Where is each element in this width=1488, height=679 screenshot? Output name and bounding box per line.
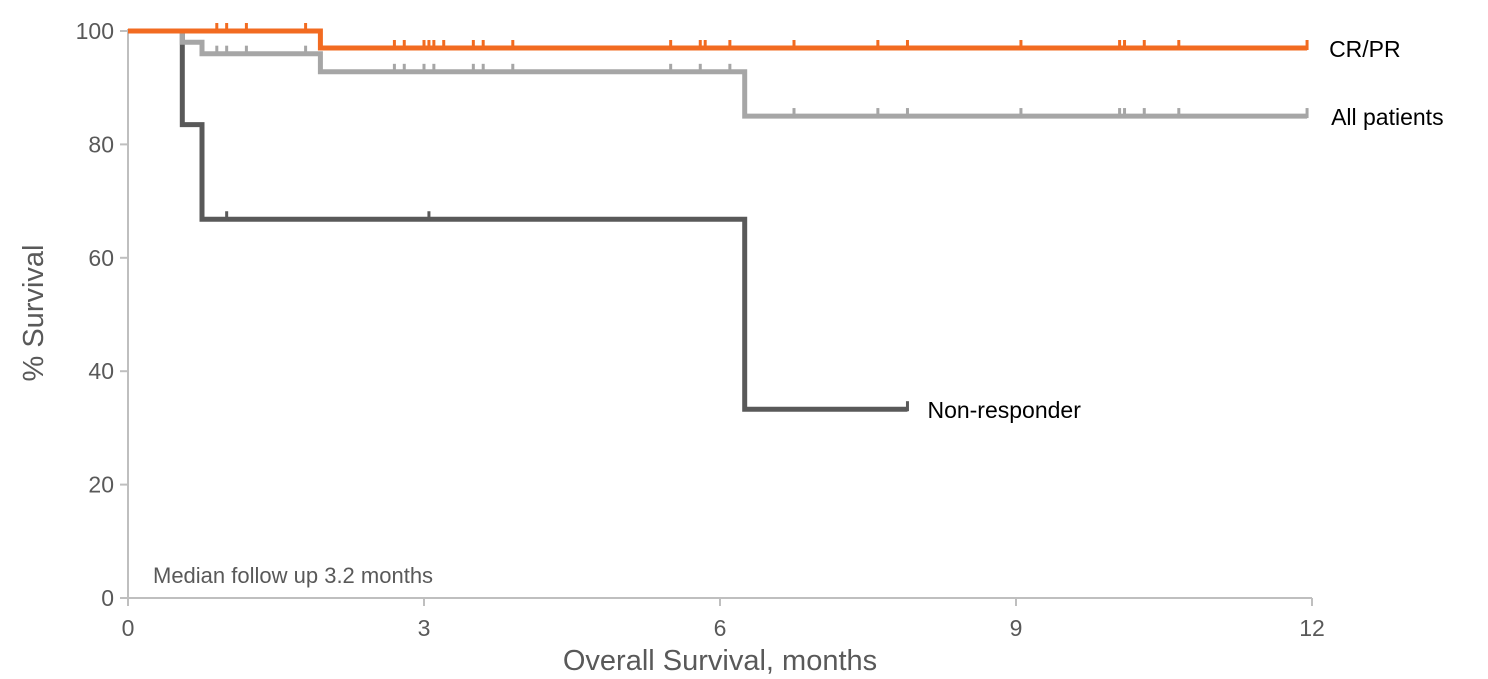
series-label-non-responder: Non-responder xyxy=(927,397,1081,423)
series-line-all-patients xyxy=(128,28,1308,119)
x-tick-label: 6 xyxy=(714,615,727,641)
x-tick-label: 3 xyxy=(418,615,431,641)
series-labels: Non-responder All patients CR/PR xyxy=(927,36,1443,423)
y-ticks: 0 20 40 60 80 100 xyxy=(76,18,128,611)
series-line-non-responder xyxy=(128,28,908,412)
series-layer xyxy=(128,23,1309,412)
y-tick-label: 60 xyxy=(88,245,114,271)
y-tick-label: 40 xyxy=(88,358,114,384)
median-follow-up-note: Median follow up 3.2 months xyxy=(153,563,433,588)
x-tick-label: 12 xyxy=(1299,615,1325,641)
series-cr-pr xyxy=(128,23,1309,51)
x-axis-title: Overall Survival, months xyxy=(563,645,877,677)
y-tick-label: 100 xyxy=(76,18,114,44)
x-ticks: 0 3 6 9 12 xyxy=(122,598,1325,641)
y-tick-label: 0 xyxy=(101,585,114,611)
series-label-cr-pr: CR/PR xyxy=(1329,36,1401,62)
series-line-cr-pr xyxy=(128,28,1308,51)
series-all-patients xyxy=(128,28,1309,119)
x-tick-label: 9 xyxy=(1010,615,1023,641)
y-tick-label: 80 xyxy=(88,131,114,157)
y-tick-label: 20 xyxy=(88,472,114,498)
axes: 0 20 40 60 80 100 0 3 6 9 12 xyxy=(76,18,1325,641)
x-tick-label: 0 xyxy=(122,615,135,641)
series-non-responder xyxy=(128,28,909,412)
series-label-all-patients: All patients xyxy=(1331,104,1444,130)
y-axis-title: % Survival xyxy=(18,245,50,382)
